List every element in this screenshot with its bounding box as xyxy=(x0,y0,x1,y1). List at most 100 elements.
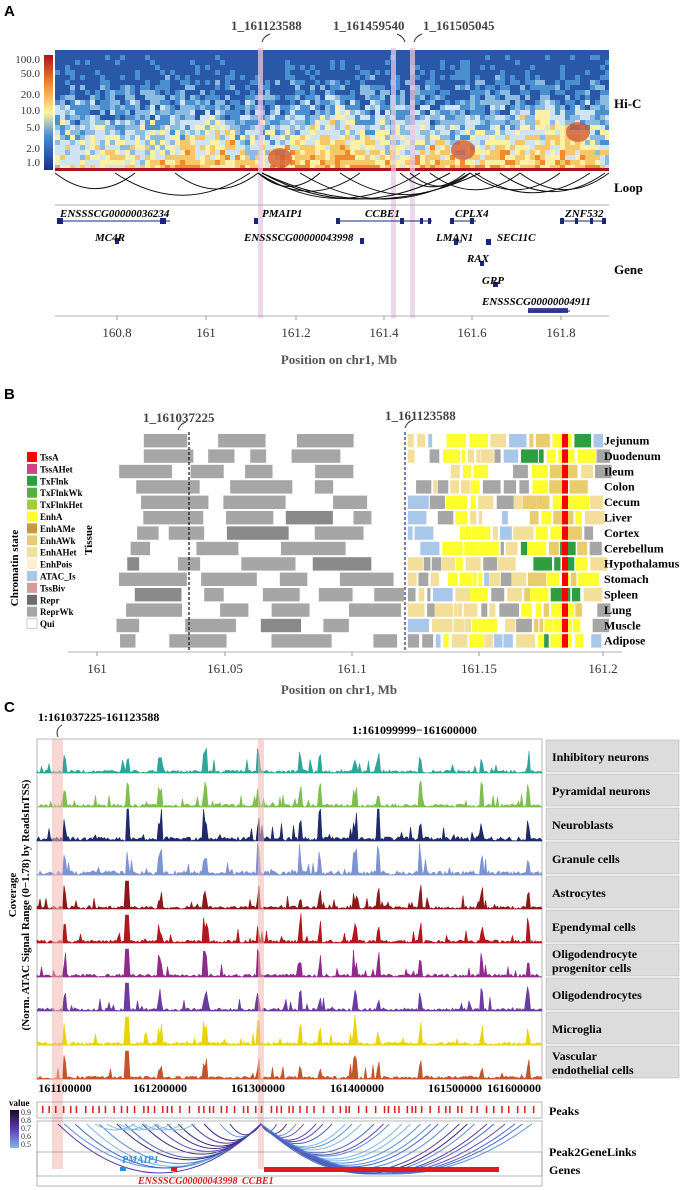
hic-cell xyxy=(505,140,510,145)
peak-mark xyxy=(457,1106,459,1113)
hic-cell xyxy=(455,120,460,125)
hic-cell xyxy=(460,65,465,70)
hic-cell xyxy=(310,85,315,90)
hic-cell xyxy=(125,80,130,85)
chromatin-segment-tss xyxy=(562,449,568,463)
hic-cell xyxy=(145,150,150,155)
hic-cell xyxy=(250,140,255,145)
chromatin-segment xyxy=(583,588,603,602)
hic-cell xyxy=(175,160,180,165)
chromatin-segment xyxy=(373,634,398,648)
hic-cell xyxy=(190,50,195,55)
hic-cell xyxy=(405,85,410,90)
hic-cell xyxy=(515,60,520,65)
hic-cell xyxy=(560,155,565,160)
hic-cell xyxy=(150,100,155,105)
hic-cell xyxy=(465,65,470,70)
chromatin-segment xyxy=(349,603,402,617)
hic-cell xyxy=(355,165,360,170)
peaks-label: Peaks xyxy=(549,1104,579,1118)
hic-cell xyxy=(570,100,575,105)
hic-cell xyxy=(530,130,535,135)
hic-cell xyxy=(400,165,405,170)
hic-cell xyxy=(55,110,60,115)
hic-cell xyxy=(430,155,435,160)
hic-cell xyxy=(360,90,365,95)
hic-cell xyxy=(115,110,120,115)
highlight-arrow-b2 xyxy=(404,419,414,429)
hic-cell xyxy=(60,155,65,160)
hic-cell xyxy=(405,50,410,55)
hic-cell xyxy=(90,135,95,140)
hic-cell xyxy=(270,135,275,140)
hic-cell xyxy=(110,55,115,60)
svg-text:Pyramidal neurons: Pyramidal neurons xyxy=(552,784,650,798)
chromatin-segment xyxy=(473,464,489,479)
hic-cell xyxy=(300,60,305,65)
hic-cell xyxy=(605,165,609,170)
hic-cell xyxy=(480,165,485,170)
hic-cell xyxy=(535,75,540,80)
hic-cell xyxy=(400,120,405,125)
hic-cell xyxy=(305,140,310,145)
hic-cell xyxy=(340,50,345,55)
legend-label: TssAHet xyxy=(40,464,73,474)
chromatin-segment xyxy=(500,572,512,586)
chromatin-segment xyxy=(513,526,534,540)
hic-cell xyxy=(490,155,495,160)
hic-cell xyxy=(315,135,320,140)
hic-cell xyxy=(525,100,530,105)
hic-cell xyxy=(90,155,95,160)
hic-cell xyxy=(485,140,490,145)
hic-cell xyxy=(475,75,480,80)
hic-cell xyxy=(460,95,465,100)
hic-cell xyxy=(580,165,585,170)
hic-cell xyxy=(570,60,575,65)
hic-cell xyxy=(215,80,220,85)
hic-cell xyxy=(415,100,420,105)
hic-cell xyxy=(435,150,440,155)
hic-cell xyxy=(400,125,405,130)
hic-cell xyxy=(150,130,155,135)
chromatin-segment xyxy=(408,434,414,448)
hic-cell xyxy=(310,65,315,70)
gene-label-a3: CPLX4 xyxy=(455,208,489,220)
link-arc xyxy=(260,1123,533,1175)
hic-cell xyxy=(310,105,315,110)
hic-cell xyxy=(435,55,440,60)
hic-cell xyxy=(560,140,565,145)
hic-cell xyxy=(235,125,240,130)
hic-cell xyxy=(590,95,595,100)
hic-cell xyxy=(300,90,305,95)
hic-cell xyxy=(355,65,360,70)
hic-heatmap xyxy=(55,50,609,170)
hic-cell xyxy=(135,135,140,140)
hic-cell xyxy=(125,130,130,135)
hic-cell xyxy=(365,145,370,150)
hic-cell xyxy=(435,130,440,135)
hic-cell xyxy=(200,125,205,130)
hic-cell xyxy=(475,60,480,65)
hic-cell xyxy=(455,70,460,75)
hic-cell xyxy=(275,75,280,80)
hic-cell xyxy=(495,70,500,75)
hic-cell xyxy=(505,60,510,65)
hic-cell xyxy=(195,105,200,110)
hic-cell xyxy=(305,65,310,70)
hic-cell xyxy=(345,70,350,75)
coverage-track-signal xyxy=(36,982,543,1012)
hic-cell xyxy=(415,105,420,110)
hic-cell xyxy=(65,165,70,170)
hic-cell xyxy=(195,130,200,135)
hic-cell xyxy=(365,60,370,65)
hic-cell xyxy=(225,105,230,110)
hic-cell xyxy=(440,65,445,70)
legend-label: ATAC_Is xyxy=(40,572,76,582)
chromatin-segment xyxy=(437,480,449,494)
hic-cell xyxy=(265,115,270,120)
hic-cell xyxy=(60,100,65,105)
hic-cell xyxy=(340,155,345,160)
hic-cell xyxy=(530,105,535,110)
coverage-track-signal xyxy=(36,880,543,910)
hic-cell xyxy=(80,95,85,100)
